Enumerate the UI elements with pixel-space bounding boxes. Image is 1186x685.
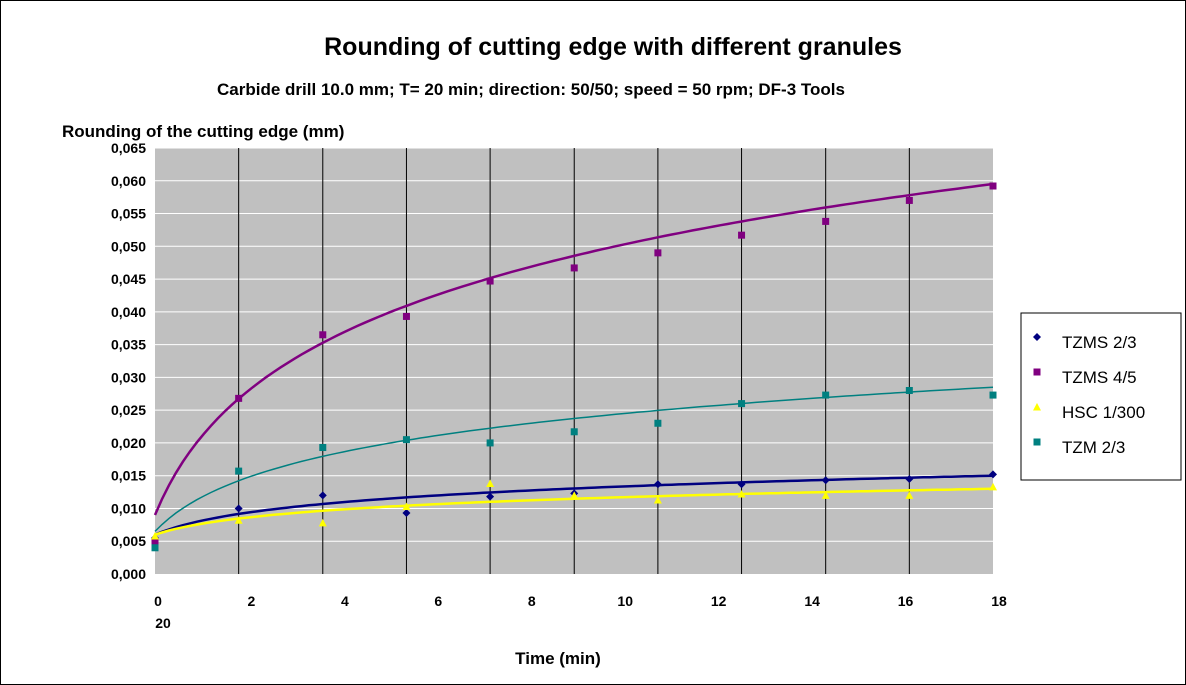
y-tick-label: 0,015 bbox=[111, 468, 146, 484]
point-hsc-1-300 bbox=[402, 502, 411, 510]
point-tzm-2-3 bbox=[151, 544, 159, 552]
point-tzms-4-5 bbox=[822, 217, 830, 225]
legend: TZMS 2/3 TZMS 4/5 HSC 1/300 TZM 2/3 bbox=[1020, 312, 1182, 481]
point-tzm-2-3 bbox=[486, 439, 494, 447]
x-tick-label: 12 bbox=[711, 593, 727, 609]
point-tzms-2-3 bbox=[905, 474, 914, 483]
point-hsc-1-300 bbox=[653, 495, 662, 504]
point-tzms-2-3 bbox=[402, 509, 411, 518]
point-tzm-2-3 bbox=[822, 391, 830, 399]
y-tick-label: 0,065 bbox=[111, 140, 146, 156]
y-tick-label: 0,055 bbox=[111, 206, 146, 222]
point-tzms-4-5 bbox=[151, 537, 159, 545]
point-tzms-4-5 bbox=[570, 264, 578, 272]
legend-marker-hsc-1-300 bbox=[1033, 403, 1041, 411]
point-hsc-1-300 bbox=[234, 516, 243, 524]
x-tick-label: 18 bbox=[991, 593, 1007, 609]
point-tzms-4-5 bbox=[654, 249, 662, 257]
legend-label-tzm-2-3: TZM 2/3 bbox=[1062, 438, 1125, 457]
point-hsc-1-300 bbox=[570, 491, 579, 499]
point-tzms-4-5 bbox=[235, 394, 243, 402]
y-tick-label: 0,050 bbox=[111, 238, 146, 254]
data-markers bbox=[151, 182, 997, 552]
point-hsc-1-300 bbox=[905, 491, 914, 499]
point-tzms-2-3 bbox=[737, 480, 746, 489]
x-tick-label: 0 bbox=[154, 593, 162, 609]
y-tick-label: 0,000 bbox=[111, 566, 146, 582]
point-tzms-4-5 bbox=[402, 312, 410, 320]
x-tick-label: 8 bbox=[528, 593, 536, 609]
point-tzms-4-5 bbox=[989, 182, 997, 190]
point-hsc-1-300 bbox=[989, 482, 997, 491]
point-tzms-4-5 bbox=[905, 196, 913, 204]
point-tzms-4-5 bbox=[738, 231, 746, 239]
x-axis-label: Time (min) bbox=[515, 649, 601, 668]
y-tick-label: 0,040 bbox=[111, 304, 146, 320]
y-tick-label: 0,045 bbox=[111, 271, 146, 287]
y-tick-label: 0,010 bbox=[111, 500, 146, 516]
point-hsc-1-300 bbox=[486, 479, 495, 488]
grid-lines bbox=[155, 147, 993, 574]
point-tzm-2-3 bbox=[738, 400, 746, 408]
point-hsc-1-300 bbox=[821, 491, 830, 499]
point-hsc-1-300 bbox=[151, 531, 159, 540]
point-tzm-2-3 bbox=[570, 428, 578, 436]
x-tick-label: 14 bbox=[804, 593, 820, 609]
y-tick-label: 0,005 bbox=[111, 533, 146, 549]
x-tick-label: 2 bbox=[248, 593, 256, 609]
y-tick-label: 0,030 bbox=[111, 369, 146, 385]
point-tzm-2-3 bbox=[905, 386, 913, 394]
trendline-tzms-4-5 bbox=[153, 182, 994, 516]
point-tzms-2-3 bbox=[318, 491, 327, 500]
point-tzm-2-3 bbox=[989, 391, 997, 399]
point-tzms-2-3 bbox=[653, 480, 662, 489]
y-axis-label: Rounding of the cutting edge (mm) bbox=[62, 122, 344, 141]
point-hsc-1-300 bbox=[737, 490, 746, 498]
trendline-tzm-2-3 bbox=[154, 386, 994, 532]
legend-marker-tzm-2-3 bbox=[1033, 438, 1041, 446]
legend-label-tzms-4-5: TZMS 4/5 bbox=[1062, 368, 1137, 387]
point-tzms-2-3 bbox=[821, 476, 830, 485]
chart-subtitle: Carbide drill 10.0 mm; T= 20 min; direct… bbox=[217, 80, 845, 99]
legend-marker-tzms-4-5 bbox=[1033, 368, 1041, 376]
y-tick-label: 0,020 bbox=[111, 435, 146, 451]
y-tick-label: 0,025 bbox=[111, 402, 146, 418]
point-tzms-2-3 bbox=[486, 492, 495, 501]
point-tzm-2-3 bbox=[235, 467, 243, 475]
point-tzm-2-3 bbox=[319, 444, 327, 452]
x-tick-label: 10 bbox=[617, 593, 633, 609]
point-tzm-2-3 bbox=[402, 436, 410, 444]
trendline-tzms-2-3 bbox=[154, 474, 994, 536]
legend-marker-tzms-2-3 bbox=[1033, 333, 1041, 341]
point-tzms-2-3 bbox=[234, 504, 243, 513]
x-tick-label: 6 bbox=[434, 593, 442, 609]
trendlines bbox=[153, 182, 994, 536]
x-tick-label: 4 bbox=[341, 593, 349, 609]
legend-label-hsc-1-300: HSC 1/300 bbox=[1062, 403, 1145, 422]
x-tick-label-extra: 20 bbox=[155, 615, 171, 631]
chart-title: Rounding of cutting edge with different … bbox=[324, 33, 902, 61]
y-tick-label: 0,060 bbox=[111, 173, 146, 189]
legend-box bbox=[1020, 312, 1182, 481]
y-tick-label: 0,035 bbox=[111, 337, 146, 353]
legend-label-tzms-2-3: TZMS 2/3 bbox=[1062, 333, 1137, 352]
point-tzms-4-5 bbox=[319, 331, 327, 339]
point-tzms-4-5 bbox=[486, 277, 494, 285]
point-tzms-2-3 bbox=[989, 470, 997, 479]
axis-ticks: 0,000 0,005 0,010 0,015 0,020 0,025 0,030 0,035… bbox=[111, 140, 1007, 631]
point-hsc-1-300 bbox=[318, 518, 327, 527]
point-tzm-2-3 bbox=[654, 419, 662, 427]
x-tick-label: 16 bbox=[898, 593, 914, 609]
